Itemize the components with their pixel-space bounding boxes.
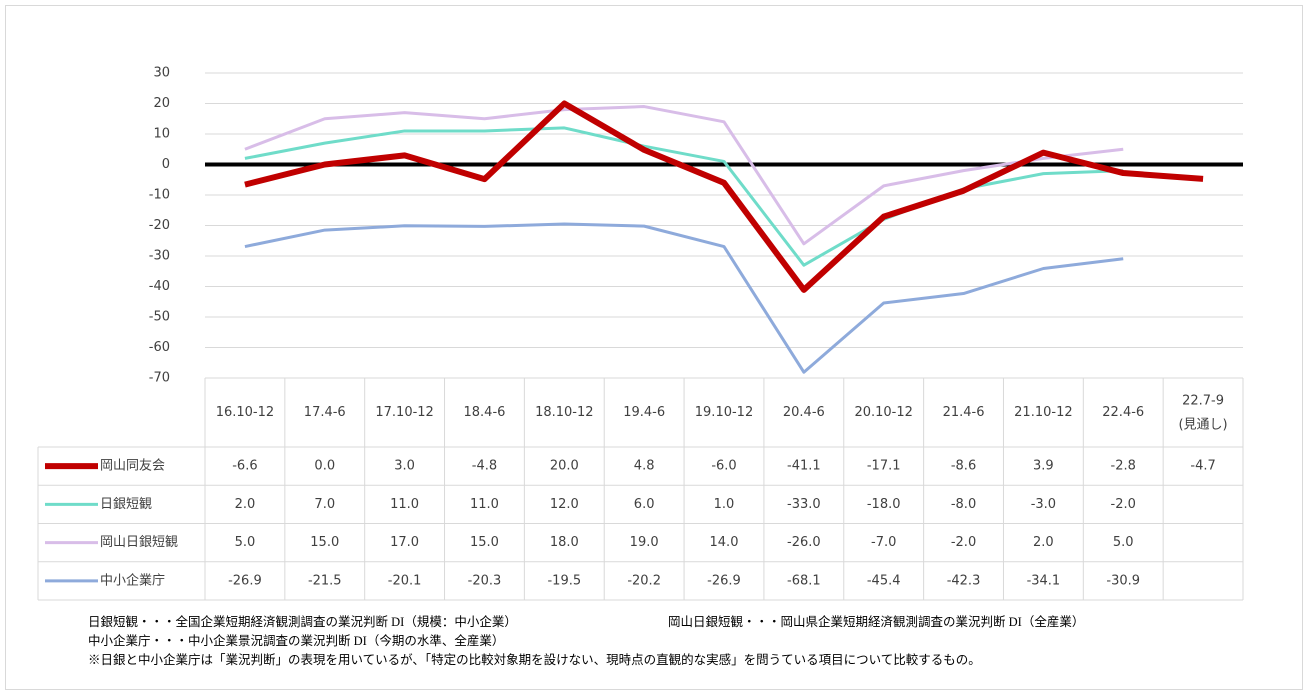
value-label: 5.0	[1113, 535, 1134, 550]
value-label: 11.0	[390, 497, 419, 512]
value-label: -7.0	[871, 535, 896, 550]
value-label: -45.4	[867, 573, 901, 588]
value-label: -8.0	[951, 497, 976, 512]
y-tick-label: -20	[149, 218, 170, 233]
y-tick-label: -40	[149, 279, 170, 294]
value-label: -6.6	[232, 459, 257, 474]
x-tick-label: 19.4-6	[623, 405, 665, 420]
value-label: -17.1	[867, 459, 901, 474]
note: 中小企業庁・・・中小企業景況調査の業況判断 DI（今期の水準、全産業）	[88, 633, 504, 648]
value-label: 0.0	[314, 459, 335, 474]
x-tick-label: 20.4-6	[783, 405, 825, 420]
series-line	[244, 105, 1124, 246]
y-tick-label: 0	[162, 157, 170, 172]
note: 日銀短観・・・全国企業短期経済観測調査の業況判断 DI（規模：中小企業）	[88, 614, 517, 629]
value-label: 11.0	[470, 497, 499, 512]
value-label: -3.0	[1031, 497, 1056, 512]
value-label: 3.9	[1033, 459, 1054, 474]
x-tick-label: 22.4-6	[1102, 405, 1144, 420]
x-tick-label: 18.4-6	[464, 405, 506, 420]
value-label: 17.0	[390, 535, 419, 550]
y-tick-label: 20	[153, 96, 170, 111]
value-label: 5.0	[235, 535, 256, 550]
legend-label: 岡山同友会	[100, 458, 165, 474]
value-label: -20.3	[468, 573, 502, 588]
value-label: -26.0	[787, 535, 821, 550]
x-tick-label: 21.10-12	[1014, 405, 1072, 420]
value-label: 2.0	[235, 497, 256, 512]
value-label: -6.0	[711, 459, 736, 474]
y-tick-label: -30	[149, 249, 170, 264]
value-label: -4.7	[1190, 459, 1215, 474]
legend-label: 中小企業庁	[100, 572, 165, 588]
y-tick-label: -70	[149, 371, 170, 386]
value-label: -33.0	[787, 497, 821, 512]
value-label: 18.0	[550, 535, 579, 550]
note: 岡山日銀短観・・・岡山県企業短期経済観測調査の業況判断 DI（全産業）	[668, 614, 1084, 629]
y-tick-label: -10	[149, 188, 170, 203]
value-label: -2.0	[1111, 497, 1136, 512]
x-tick-label: 21.4-6	[943, 405, 985, 420]
y-tick-label: 30	[153, 66, 170, 81]
x-tick-label: 19.10-12	[695, 405, 753, 420]
value-label: 4.8	[634, 459, 655, 474]
legend-label: 日銀短観	[100, 497, 152, 512]
value-label: -68.1	[787, 573, 821, 588]
value-label: 12.0	[550, 497, 579, 512]
value-label: -18.0	[867, 497, 901, 512]
value-label: 19.0	[630, 535, 659, 550]
x-tick-label: 20.10-12	[854, 405, 912, 420]
x-tick-label: 17.4-6	[304, 405, 346, 420]
value-label: -2.0	[951, 535, 976, 550]
value-label: -4.8	[472, 459, 497, 474]
series-line	[244, 100, 1204, 293]
value-label: -21.5	[308, 573, 342, 588]
value-label: 14.0	[710, 535, 739, 550]
value-label: 3.0	[394, 459, 415, 474]
x-tick-label: 17.10-12	[375, 405, 433, 420]
value-label: -20.2	[627, 573, 661, 588]
value-label: -34.1	[1027, 573, 1061, 588]
legend-label: 岡山日銀短観	[100, 535, 178, 550]
value-label: -2.8	[1111, 459, 1136, 474]
y-tick-label: -50	[149, 310, 170, 325]
value-label: -41.1	[787, 459, 821, 474]
value-label: 6.0	[634, 497, 655, 512]
value-label: 15.0	[310, 535, 339, 550]
value-label: -26.9	[228, 573, 262, 588]
value-label: -42.3	[947, 573, 981, 588]
y-tick-label: -60	[149, 340, 170, 355]
series-line	[244, 222, 1124, 374]
x-tick-label: 18.10-12	[535, 405, 593, 420]
value-label: -30.9	[1106, 573, 1140, 588]
x-tick-label: 16.10-12	[216, 405, 274, 420]
value-label: 20.0	[550, 459, 579, 474]
value-label: -8.6	[951, 459, 976, 474]
value-label: 2.0	[1033, 535, 1054, 550]
value-label: -19.5	[547, 573, 581, 588]
value-label: 1.0	[714, 497, 735, 512]
value-label: 15.0	[470, 535, 499, 550]
note: ※日銀と中小企業庁は「業況判断」の表現を用いているが、「特定の比較対象期を設けな…	[88, 652, 981, 667]
x-tick-label: 22.7-9 (見通し)	[1178, 393, 1227, 432]
value-label: -20.1	[388, 573, 422, 588]
value-label: -26.9	[707, 573, 741, 588]
value-label: 7.0	[314, 497, 335, 512]
y-tick-label: 10	[153, 127, 170, 142]
